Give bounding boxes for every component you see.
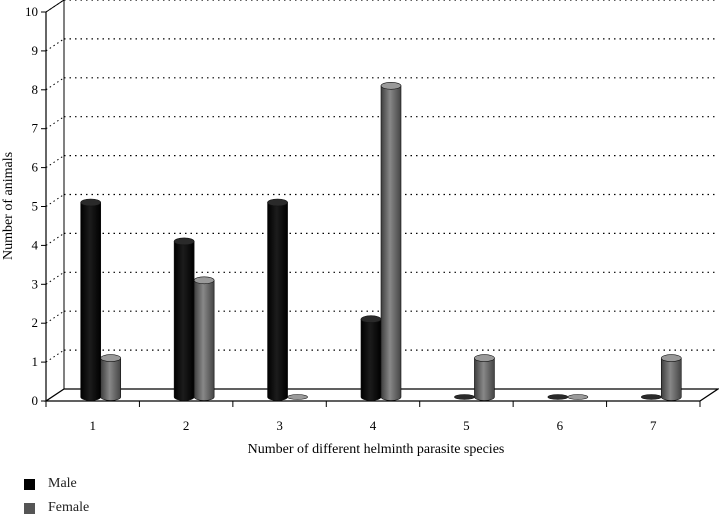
y-tick-label: 5 <box>32 199 39 214</box>
y-tick-label: 6 <box>32 160 39 175</box>
y-tick-label: 1 <box>32 354 39 369</box>
gridline-side <box>45 38 65 52</box>
legend-swatch-female <box>24 502 35 514</box>
y-axis-title: Number of animals <box>1 152 16 260</box>
x-tick-label: 5 <box>463 418 470 433</box>
y-tick-label: 3 <box>32 276 39 291</box>
bar-female-2 <box>193 276 215 401</box>
bar-female-1 <box>100 354 122 401</box>
bar-male-2 <box>173 237 195 401</box>
bar-male-4 <box>360 315 382 401</box>
legend-label-female: Female <box>48 500 90 515</box>
y-tick-label: 9 <box>32 43 39 58</box>
bar-male-7 <box>640 394 662 400</box>
y-tick-label: 8 <box>32 82 39 97</box>
bar-female-3 <box>287 394 308 400</box>
bar-female-7 <box>660 354 682 401</box>
legend-item-female: Female <box>24 496 89 520</box>
bar-female-4 <box>380 82 402 401</box>
x-tick-label: 3 <box>276 418 283 433</box>
x-tick-label: 4 <box>370 418 377 433</box>
bar-male-1 <box>80 198 102 401</box>
x-axis-title: Number of different helminth parasite sp… <box>248 442 505 457</box>
bar-female-6 <box>567 394 589 400</box>
y-tick-label: 2 <box>32 315 39 330</box>
x-tick-label: 7 <box>650 418 657 433</box>
y-tick-label: 7 <box>32 121 39 136</box>
y-tick-label: 4 <box>32 237 39 252</box>
bar-male-5 <box>454 394 475 400</box>
gridline-side <box>45 232 65 246</box>
y-tick-label: 0 <box>32 393 39 408</box>
gridline-side <box>45 310 65 324</box>
legend-swatch-male <box>24 478 35 490</box>
bar-male-6 <box>547 394 569 400</box>
y-axis-top-connector <box>45 0 65 13</box>
gridline-side <box>45 116 65 130</box>
gridline-side <box>45 155 65 169</box>
bar-male-3 <box>267 198 288 401</box>
legend-item-male: Male <box>24 472 89 496</box>
x-tick-label: 1 <box>89 418 96 433</box>
gridline-side <box>45 271 65 285</box>
legend: Male Female <box>24 472 89 520</box>
gridline-side <box>45 194 65 207</box>
bar-female-5 <box>474 354 495 401</box>
gridline-side <box>45 349 65 363</box>
legend-label-male: Male <box>48 476 77 491</box>
x-tick-label: 2 <box>183 418 190 433</box>
y-tick-label: 10 <box>25 4 38 19</box>
x-tick-label: 6 <box>557 418 564 433</box>
gridline-side <box>45 77 65 91</box>
